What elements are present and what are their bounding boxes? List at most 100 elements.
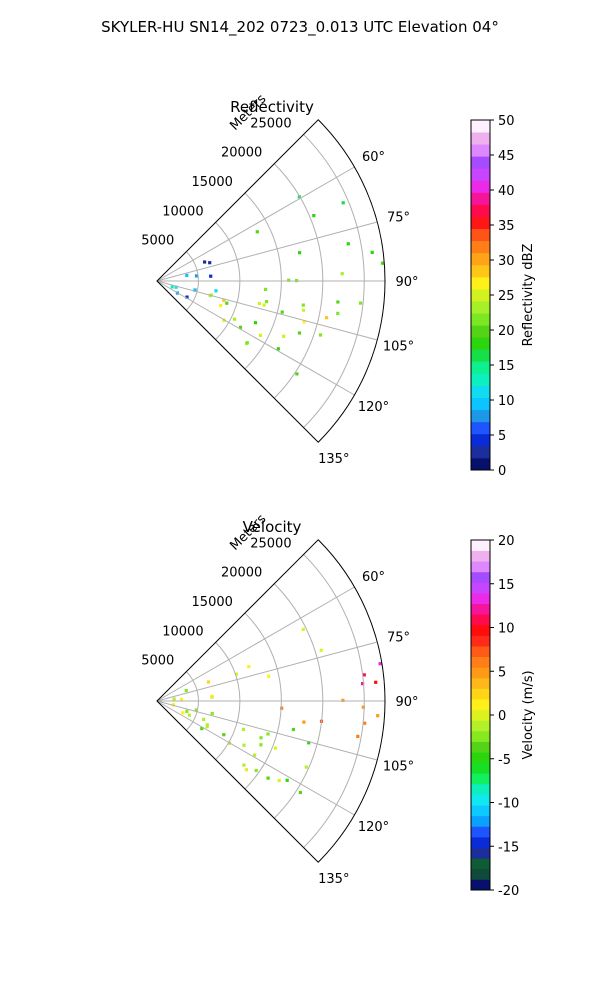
echo-pixel bbox=[285, 778, 289, 782]
echo-pixel bbox=[361, 682, 365, 686]
colorbar-swatch bbox=[471, 168, 490, 181]
echo-pixel bbox=[280, 310, 284, 314]
echo-pixel bbox=[185, 295, 189, 299]
echo-pixel bbox=[295, 372, 299, 376]
colorbar-swatch bbox=[471, 385, 490, 398]
colorbar-swatch bbox=[471, 709, 490, 721]
colorbar-tick-label: 35 bbox=[498, 219, 515, 234]
colorbar-tick-label: -15 bbox=[498, 840, 519, 855]
colorbar-swatch bbox=[471, 180, 490, 193]
colorbar-swatch bbox=[471, 656, 490, 668]
colorbar-swatch bbox=[471, 805, 490, 817]
azimuth-line bbox=[156, 166, 355, 282]
colorbar-swatch bbox=[471, 337, 490, 350]
echo-pixel bbox=[255, 230, 259, 234]
colorbar-swatch bbox=[471, 720, 490, 732]
echo-pixel bbox=[318, 333, 323, 337]
azimuth-tick-label: 120° bbox=[358, 820, 389, 835]
echo-pixel bbox=[302, 720, 306, 724]
echo-pixel bbox=[363, 721, 367, 725]
colorbar-swatch bbox=[471, 457, 490, 471]
echo-pixel bbox=[356, 734, 360, 738]
echo-pixel bbox=[291, 727, 295, 732]
azimuth-tick-label: 90° bbox=[395, 695, 418, 710]
azimuth-line bbox=[156, 700, 355, 816]
colorbar-tick-label: 5 bbox=[498, 429, 506, 444]
echo-pixel bbox=[266, 732, 270, 736]
colorbar-label: Velocity (m/s) bbox=[521, 670, 536, 759]
colorbar-swatch bbox=[471, 741, 490, 753]
colorbar-swatch bbox=[471, 373, 490, 386]
colorbar-tick-label: 45 bbox=[498, 149, 515, 164]
panel-velocity: Velocity500010000150002000025000Meters60… bbox=[141, 512, 536, 899]
echo-pixel bbox=[304, 765, 308, 769]
echo-pixel bbox=[247, 665, 251, 669]
colorbar-swatch bbox=[471, 582, 490, 594]
echo-pixel bbox=[203, 260, 207, 264]
colorbar-swatch bbox=[471, 847, 490, 859]
colorbar: -20 -15 -10 -5 0 5 10 15 20 Velocity (m/s) bbox=[470, 534, 536, 899]
echo-pixel bbox=[208, 261, 212, 265]
echo-pixel bbox=[242, 743, 246, 747]
range-tick-label: 15000 bbox=[192, 595, 233, 610]
echo-pixel bbox=[376, 714, 380, 718]
echo-pixel bbox=[287, 278, 291, 282]
colorbar-swatch bbox=[471, 361, 490, 374]
echo-pixel bbox=[219, 303, 223, 308]
colorbar-swatch bbox=[471, 240, 490, 254]
echo-pixel bbox=[244, 768, 248, 772]
echo-field bbox=[171, 627, 382, 795]
colorbar-tick-label: 0 bbox=[498, 464, 506, 479]
colorbar-tick-label: 15 bbox=[498, 359, 515, 374]
echo-pixel bbox=[301, 627, 305, 631]
colorbar-tick-label: 10 bbox=[498, 622, 515, 637]
echo-pixel bbox=[238, 325, 243, 329]
colorbar-swatch bbox=[471, 762, 490, 774]
echo-pixel bbox=[185, 273, 189, 277]
echo-pixel bbox=[276, 347, 280, 351]
echo-pixel bbox=[341, 201, 345, 205]
echo-pixel bbox=[302, 320, 306, 324]
colorbar-swatch bbox=[471, 397, 490, 411]
colorbar-swatch bbox=[471, 204, 490, 217]
echo-pixel bbox=[282, 334, 286, 338]
azimuth-tick-label: 135° bbox=[318, 872, 349, 887]
echo-pixel bbox=[254, 768, 258, 773]
echo-pixel bbox=[361, 705, 365, 709]
echo-pixel bbox=[307, 741, 311, 745]
echo-pixel bbox=[245, 341, 249, 345]
azimuth-tick-label: 135° bbox=[318, 452, 349, 467]
echo-region bbox=[200, 711, 311, 795]
echo-pixel bbox=[174, 285, 178, 289]
colorbar-swatch bbox=[471, 646, 490, 658]
colorbar-tick-label: 0 bbox=[498, 709, 506, 724]
echo-pixel bbox=[171, 703, 175, 707]
echo-pixel bbox=[258, 333, 262, 337]
echo-pixel bbox=[253, 753, 257, 757]
azimuth-tick-label: 120° bbox=[358, 400, 389, 415]
echo-pixel bbox=[241, 727, 246, 731]
colorbar-swatch bbox=[471, 120, 490, 133]
echo-pixel bbox=[359, 301, 363, 305]
echo-pixel bbox=[370, 250, 374, 254]
range-tick-label: 5000 bbox=[141, 234, 174, 249]
azimuth-tick-label: 75° bbox=[387, 210, 410, 225]
colorbar-swatch bbox=[471, 192, 490, 205]
echo-region bbox=[171, 680, 214, 721]
colorbar-tick-label: 15 bbox=[498, 578, 515, 593]
colorbar-swatch bbox=[471, 132, 490, 145]
echo-pixel bbox=[336, 300, 340, 304]
echo-pixel bbox=[341, 698, 345, 702]
echo-pixel bbox=[193, 288, 197, 292]
azimuth-line bbox=[156, 280, 378, 341]
panel-reflectivity: Reflectivity500010000150002000025000Mete… bbox=[141, 92, 536, 479]
colorbar-swatch bbox=[471, 540, 490, 552]
echo-pixel bbox=[222, 318, 226, 322]
colorbar-swatch bbox=[471, 228, 490, 242]
colorbar-swatch bbox=[471, 409, 490, 423]
azimuth-line bbox=[156, 280, 355, 396]
range-tick-label: 20000 bbox=[221, 566, 262, 581]
azimuth-tick-label: 105° bbox=[383, 760, 414, 775]
